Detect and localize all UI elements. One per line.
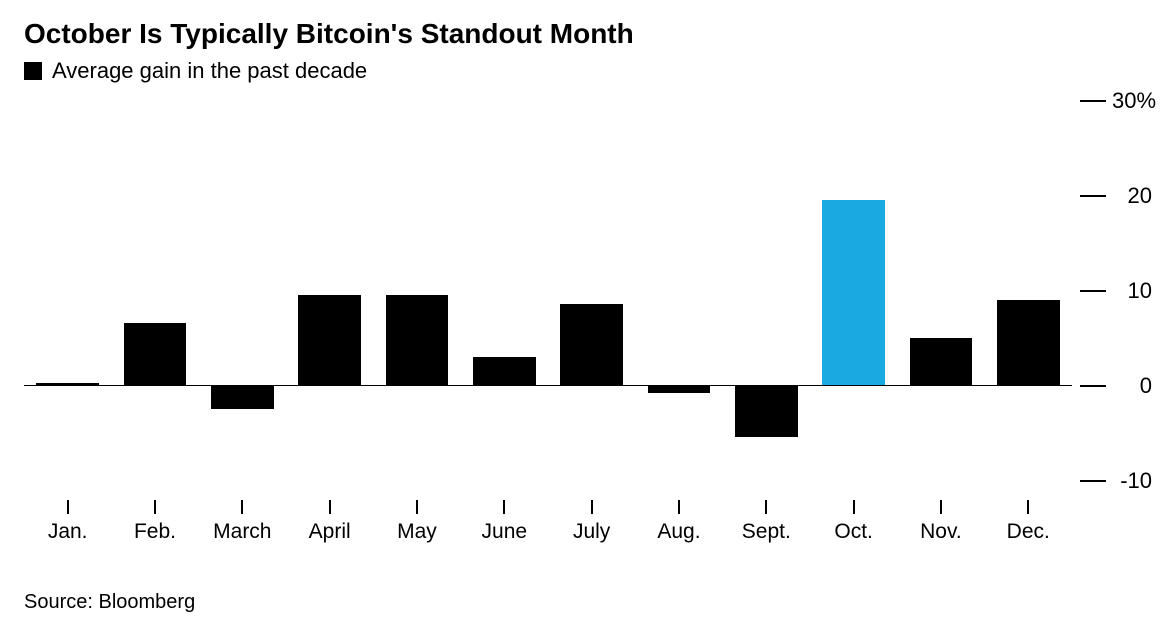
y-tick-label: 30% [1112,88,1152,114]
x-tick: Jan. [24,500,111,544]
y-tick-mark [1080,195,1106,197]
x-tick-mark [416,500,418,514]
bar-slot [985,100,1072,480]
x-tick-label: Sept. [723,520,810,544]
y-tick: -10 [1080,468,1152,494]
bar [735,385,798,437]
x-tick: May [373,500,460,544]
legend-label: Average gain in the past decade [52,58,367,84]
x-tick-label: April [286,520,373,544]
bar-slot [461,100,548,480]
x-tick-label: Nov. [897,520,984,544]
y-tick: 0 [1080,373,1152,399]
bars-row [24,100,1072,480]
x-tick-label: March [199,520,286,544]
x-tick-label: Feb. [111,520,198,544]
x-tick: Dec. [985,500,1072,544]
chart-container: October Is Typically Bitcoin's Standout … [0,0,1176,630]
x-tick-mark [329,500,331,514]
x-tick: Sept. [723,500,810,544]
bar-slot [548,100,635,480]
x-tick-label: Oct. [810,520,897,544]
bar-slot [111,100,198,480]
y-tick-label: 0 [1112,373,1152,399]
bar [910,338,973,386]
legend-swatch [24,62,42,80]
x-tick-label: July [548,520,635,544]
bar [473,357,536,386]
bar [997,300,1060,386]
legend: Average gain in the past decade [24,58,1152,84]
x-tick-mark [940,500,942,514]
bar [36,383,99,385]
y-tick: 10 [1080,278,1152,304]
bar-slot [897,100,984,480]
bar-slot [723,100,810,480]
x-tick-mark [154,500,156,514]
bar-slot [24,100,111,480]
chart-plot-area: 30%20100-10 Jan.Feb.MarchAprilMayJuneJul… [24,100,1152,540]
x-tick-mark [241,500,243,514]
x-tick-mark [1027,500,1029,514]
plot [24,100,1072,480]
bar-slot [810,100,897,480]
x-axis: Jan.Feb.MarchAprilMayJuneJulyAug.Sept.Oc… [24,500,1072,544]
x-tick: Aug. [635,500,722,544]
y-tick-mark [1080,100,1106,102]
bar [298,295,361,385]
x-tick: Feb. [111,500,198,544]
y-axis: 30%20100-10 [1082,100,1152,480]
x-tick: Nov. [897,500,984,544]
y-tick: 20 [1080,183,1152,209]
x-tick-mark [591,500,593,514]
x-tick-label: Aug. [635,520,722,544]
x-tick-mark [678,500,680,514]
source-attribution: Source: Bloomberg [24,591,195,614]
bar-slot [635,100,722,480]
x-tick: July [548,500,635,544]
x-tick-mark [765,500,767,514]
bar [386,295,449,385]
y-tick: 30% [1080,88,1152,114]
y-tick-mark [1080,480,1106,482]
bar-slot [199,100,286,480]
x-tick-label: Jan. [24,520,111,544]
chart-title: October Is Typically Bitcoin's Standout … [24,18,1152,50]
y-tick-label: -10 [1112,468,1152,494]
x-tick: April [286,500,373,544]
bar [560,304,623,385]
y-tick-label: 10 [1112,278,1152,304]
bar-slot [373,100,460,480]
x-tick-label: May [373,520,460,544]
bar [648,385,711,393]
x-tick-mark [853,500,855,514]
x-tick: June [461,500,548,544]
x-tick: March [199,500,286,544]
x-tick-label: June [461,520,548,544]
x-tick-mark [67,500,69,514]
x-tick-label: Dec. [985,520,1072,544]
x-tick: Oct. [810,500,897,544]
bar [124,323,187,385]
bar [822,200,885,385]
y-tick-mark [1080,290,1106,292]
x-tick-mark [503,500,505,514]
y-tick-mark [1080,385,1106,387]
bar-slot [286,100,373,480]
y-tick-label: 20 [1112,183,1152,209]
bar [211,385,274,409]
